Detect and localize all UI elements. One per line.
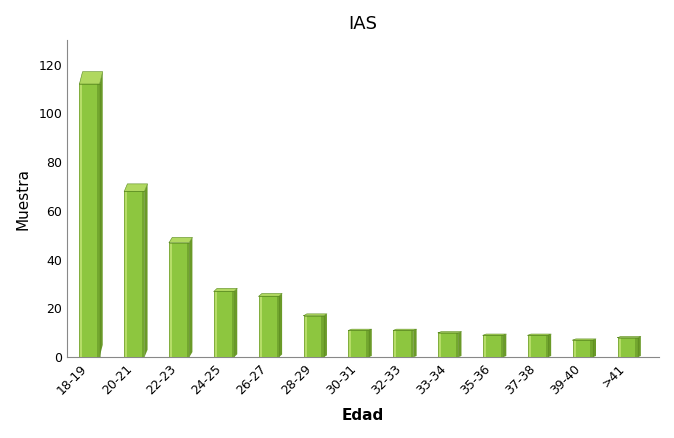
Bar [438, 333, 441, 357]
Bar [80, 84, 100, 357]
Bar [394, 330, 396, 357]
Bar [411, 330, 413, 357]
Polygon shape [593, 339, 596, 357]
Polygon shape [369, 329, 372, 357]
Polygon shape [124, 184, 148, 191]
Bar [483, 335, 503, 357]
Bar [590, 340, 593, 357]
Polygon shape [458, 332, 462, 357]
Bar [545, 335, 548, 357]
Bar [303, 316, 324, 357]
Bar [142, 191, 144, 357]
Polygon shape [617, 336, 641, 338]
Bar [438, 333, 458, 357]
Bar [303, 316, 307, 357]
Polygon shape [100, 72, 102, 357]
Bar [528, 335, 548, 357]
Polygon shape [214, 288, 237, 291]
Bar [169, 243, 189, 357]
Polygon shape [259, 293, 282, 296]
Bar [483, 335, 486, 357]
Polygon shape [279, 293, 282, 357]
Bar [366, 330, 369, 357]
Bar [617, 338, 638, 357]
Bar [501, 335, 503, 357]
Polygon shape [80, 72, 102, 84]
Bar [80, 84, 82, 357]
Bar [124, 191, 144, 357]
Polygon shape [573, 339, 596, 340]
Bar [348, 330, 369, 357]
Polygon shape [303, 314, 327, 316]
Bar [276, 296, 279, 357]
Polygon shape [348, 329, 372, 330]
Polygon shape [548, 334, 551, 357]
Bar [348, 330, 351, 357]
Bar [394, 330, 413, 357]
Polygon shape [638, 336, 641, 357]
Bar [321, 316, 324, 357]
Bar [232, 291, 234, 357]
Bar [259, 296, 279, 357]
Polygon shape [413, 329, 417, 357]
Bar [573, 340, 593, 357]
Polygon shape [144, 184, 148, 357]
Bar [97, 84, 100, 357]
Bar [528, 335, 531, 357]
Bar [636, 338, 638, 357]
Y-axis label: Muestra: Muestra [15, 168, 30, 230]
Polygon shape [189, 237, 192, 357]
Bar [214, 291, 234, 357]
Polygon shape [169, 237, 192, 243]
Polygon shape [324, 314, 327, 357]
Polygon shape [528, 334, 551, 335]
Bar [456, 333, 458, 357]
Bar [214, 291, 217, 357]
Bar [259, 296, 262, 357]
Bar [169, 243, 172, 357]
Polygon shape [438, 332, 462, 333]
Bar [573, 340, 576, 357]
Bar [617, 338, 621, 357]
Title: IAS: IAS [348, 15, 377, 33]
Bar [187, 243, 189, 357]
Bar [124, 191, 127, 357]
Polygon shape [394, 329, 417, 330]
Polygon shape [483, 334, 506, 335]
Polygon shape [503, 334, 506, 357]
X-axis label: Edad: Edad [342, 408, 384, 423]
Polygon shape [234, 288, 237, 357]
